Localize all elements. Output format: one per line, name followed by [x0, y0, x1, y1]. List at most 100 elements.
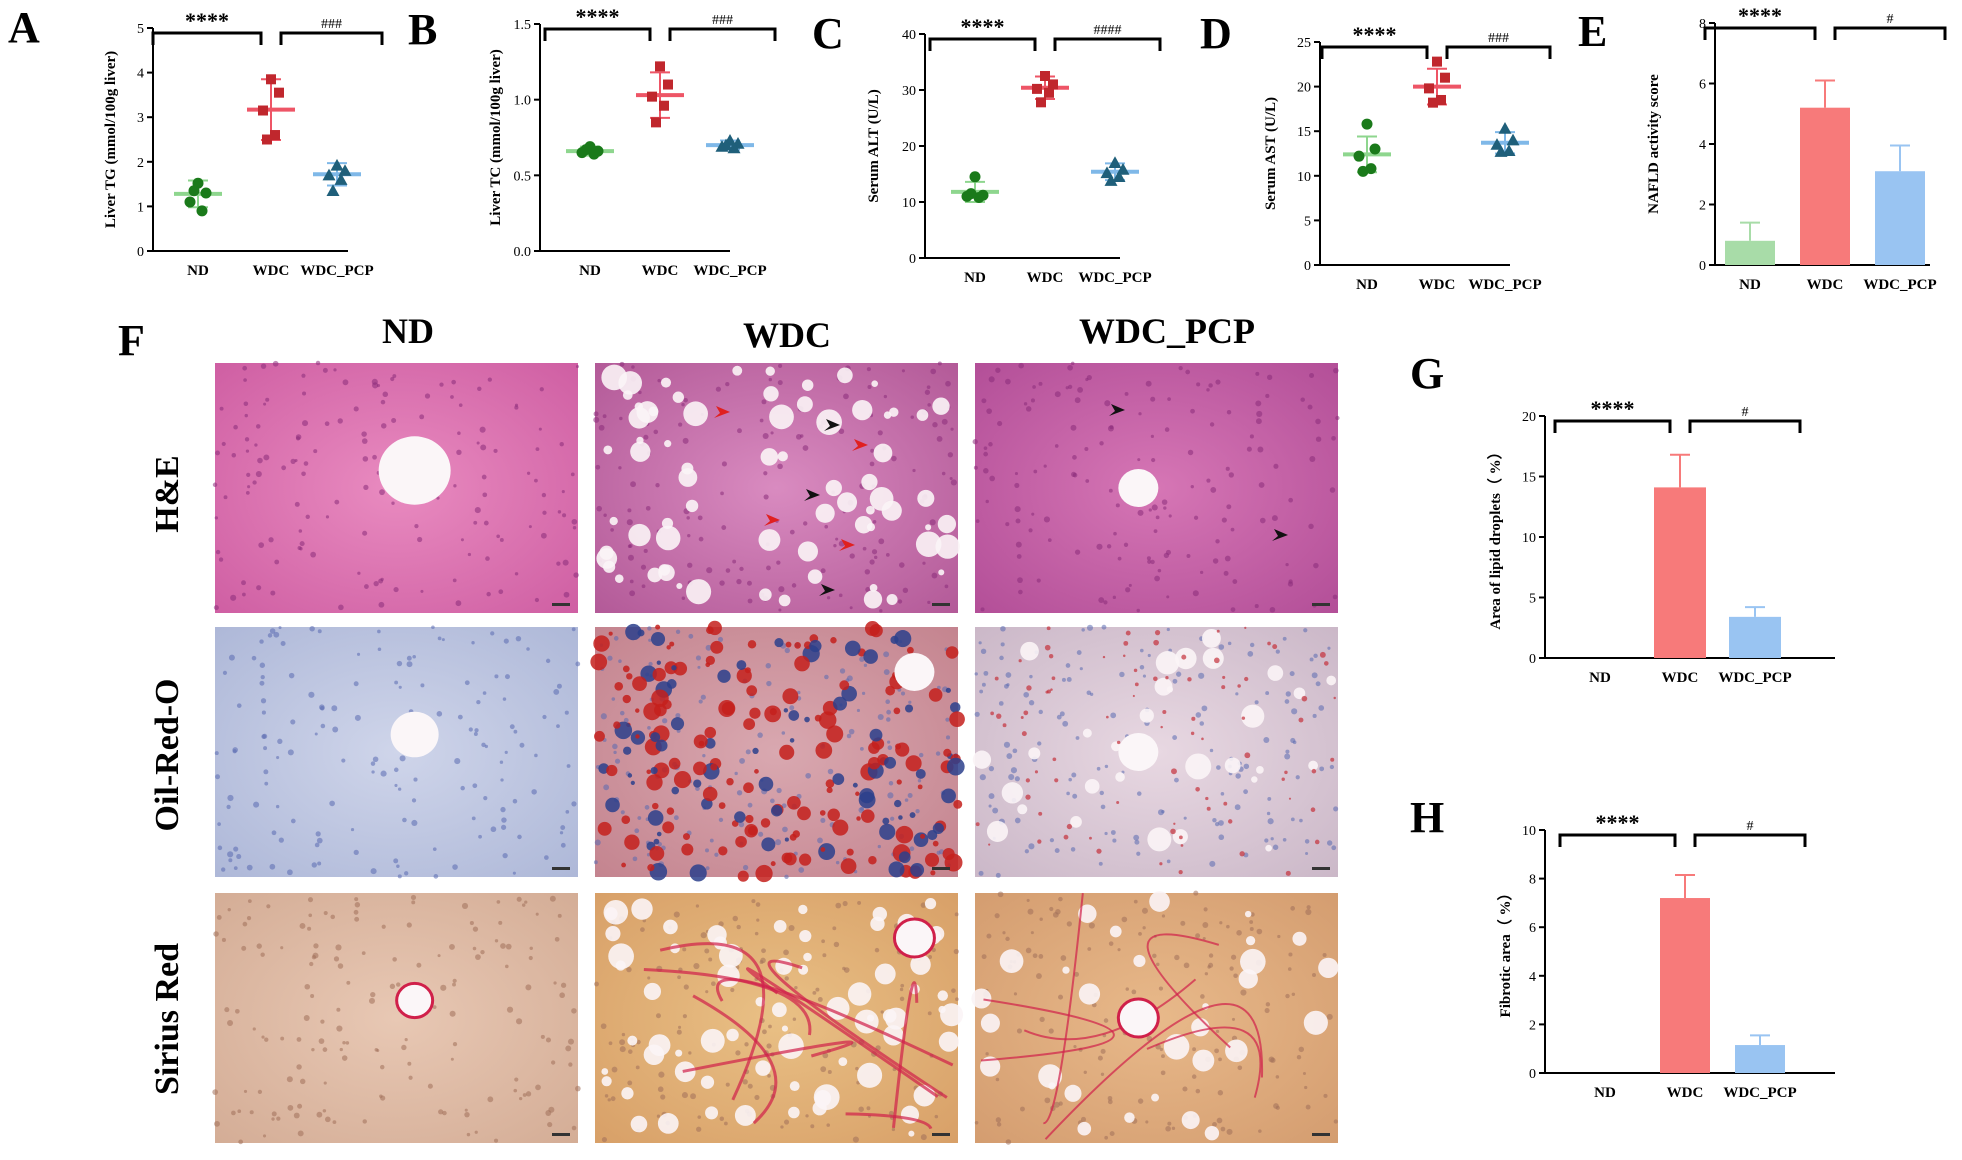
lipid-vacuole — [789, 1081, 800, 1092]
y-tick-label: 5 — [1304, 214, 1311, 229]
cell-nucleus — [1100, 1048, 1106, 1054]
cell-nucleus — [626, 966, 632, 973]
cell-nucleus — [1148, 508, 1152, 512]
cell-nucleus — [506, 1006, 514, 1013]
cell-nucleus — [1054, 848, 1060, 854]
cell-nucleus — [1264, 838, 1269, 843]
cell-nucleus — [979, 774, 986, 781]
cell-nucleus — [331, 705, 338, 712]
cell-nucleus — [1099, 441, 1104, 446]
cell-nucleus — [822, 953, 827, 958]
oil-red-droplet — [932, 840, 939, 847]
cell-nucleus — [1275, 1075, 1280, 1079]
collagen-fiber — [1023, 978, 1197, 1041]
oil-red-droplet — [949, 711, 965, 728]
cell-nucleus — [995, 367, 1001, 373]
cell-nucleus — [220, 867, 226, 872]
cell-nucleus — [1288, 497, 1294, 503]
cell-nucleus — [334, 499, 340, 505]
cell-nucleus — [1326, 1013, 1333, 1020]
cell-nucleus — [936, 435, 943, 442]
cell-nucleus — [301, 471, 306, 477]
lipid-vacuole — [799, 929, 812, 943]
lipid-vacuole — [763, 386, 779, 402]
cell-nucleus — [500, 943, 506, 949]
cell-nucleus — [1153, 529, 1158, 534]
lipid-vacuole — [873, 443, 893, 463]
cell-nucleus — [299, 923, 306, 929]
cell-nucleus — [1136, 851, 1141, 856]
cell-nucleus — [244, 413, 248, 418]
cell-nucleus — [1049, 906, 1054, 912]
cell-nucleus — [1103, 1018, 1109, 1023]
cell-nucleus — [974, 711, 980, 717]
lipid-vacuole — [1225, 1039, 1248, 1063]
lipid-vacuole — [1292, 931, 1307, 946]
cell-nucleus — [687, 562, 693, 568]
cell-nucleus — [835, 537, 839, 541]
histology-column-header: WDC — [743, 315, 831, 355]
cell-nucleus — [697, 1115, 702, 1119]
cell-nucleus — [238, 1139, 244, 1145]
data-point — [580, 144, 592, 156]
cell-nucleus — [1183, 962, 1190, 969]
oil-red-droplet — [704, 726, 717, 739]
lipid-vacuole — [1151, 1093, 1160, 1102]
oil-red-droplet — [794, 642, 801, 649]
cell-nucleus — [1157, 568, 1162, 573]
lipid-vacuole — [874, 963, 896, 985]
oil-red-droplet — [774, 638, 784, 648]
cell-nucleus — [372, 454, 377, 460]
cell-nucleus — [1028, 528, 1033, 533]
cell-nucleus — [877, 430, 883, 436]
oil-red-droplet — [626, 673, 633, 680]
cell-nucleus — [874, 947, 880, 953]
cell-nucleus — [333, 956, 340, 962]
cell-nucleus — [628, 1049, 633, 1054]
cell-nucleus — [280, 1036, 285, 1041]
cell-nucleus — [1172, 678, 1178, 684]
cell-nucleus — [658, 1071, 665, 1078]
cell-nucleus — [686, 516, 690, 520]
cell-nucleus — [227, 851, 234, 858]
cell-nucleus — [1107, 1099, 1113, 1105]
cell-nucleus — [1232, 579, 1238, 584]
cell-nucleus — [817, 997, 823, 1002]
y-tick-label: 3 — [137, 111, 144, 126]
cell-nucleus — [487, 1096, 494, 1103]
cell-nucleus — [721, 525, 727, 530]
cell-nucleus — [271, 830, 277, 836]
micrograph-background — [215, 893, 578, 1143]
cell-nucleus — [514, 405, 519, 410]
cell-nucleus — [715, 386, 722, 392]
cell-nucleus — [657, 1086, 664, 1093]
cell-nucleus — [673, 815, 679, 821]
cell-nucleus — [255, 424, 261, 429]
oil-red-droplet — [930, 870, 936, 876]
cell-nucleus — [1290, 817, 1295, 822]
cell-nucleus — [354, 902, 361, 908]
oil-red-droplet — [784, 837, 789, 842]
lipid-vacuole — [778, 1033, 804, 1059]
cell-nucleus — [858, 1106, 864, 1112]
oil-red-droplet — [1228, 819, 1233, 824]
cell-nucleus — [513, 1088, 518, 1093]
cell-nucleus — [1079, 667, 1083, 671]
bar — [1729, 616, 1781, 658]
cell-nucleus — [1103, 600, 1108, 605]
cell-nucleus — [1209, 748, 1214, 753]
cell-nucleus — [1307, 404, 1313, 410]
arrow-icon — [819, 584, 835, 596]
cell-nucleus — [272, 360, 279, 367]
cell-nucleus — [439, 382, 444, 387]
cell-nucleus — [1133, 834, 1140, 841]
cell-nucleus — [1226, 1128, 1233, 1135]
cell-nucleus — [353, 849, 359, 856]
cell-nucleus — [1096, 543, 1103, 550]
central-vein — [892, 917, 936, 959]
cell-nucleus — [1110, 830, 1116, 835]
cell-nucleus — [221, 937, 226, 943]
cell-nucleus — [313, 943, 319, 949]
